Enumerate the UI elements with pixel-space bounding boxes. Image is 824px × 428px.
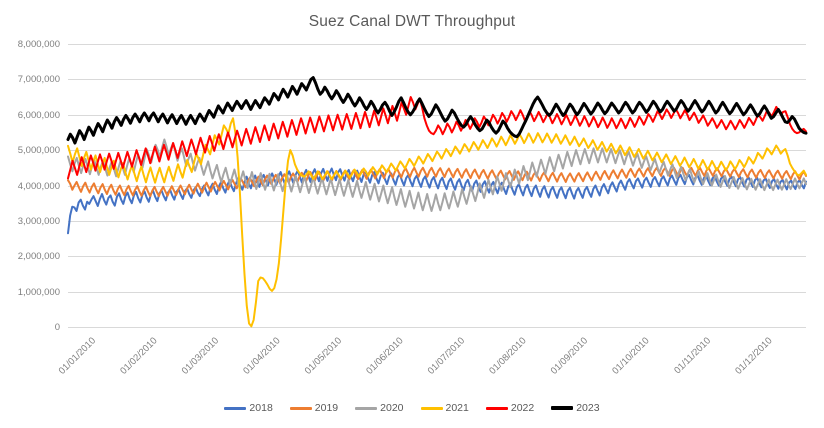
x-tick-label: 01/01/2010 xyxy=(57,335,98,376)
legend-label: 2018 xyxy=(249,402,273,414)
x-tick-label: 01/07/2010 xyxy=(426,335,467,376)
legend-item-2023[interactable]: 2023 xyxy=(551,402,600,414)
x-tick-label: 01/11/2010 xyxy=(672,335,713,376)
series-line-2018 xyxy=(67,167,807,235)
y-tick-label: 3,000,000 xyxy=(18,216,60,227)
legend-label: 2020 xyxy=(380,402,404,414)
legend-item-2022[interactable]: 2022 xyxy=(485,402,535,414)
data-series-group xyxy=(66,76,808,328)
x-tick-label: 01/06/2010 xyxy=(364,335,405,376)
legend-label: 2022 xyxy=(510,402,535,414)
chart-title: Suez Canal DWT Throughput xyxy=(308,13,516,30)
x-tick-label: 01/12/2010 xyxy=(733,335,774,376)
x-tick-label: 01/10/2010 xyxy=(610,335,651,376)
y-tick-label: 0 xyxy=(55,322,60,333)
series-line-2019 xyxy=(67,166,807,198)
x-tick-label: 01/03/2010 xyxy=(180,335,221,376)
chart-plot-area: 0 1,000,000 2,000,000 3,000,000 4,000,000 5,0… xyxy=(18,39,808,377)
legend-swatch-2022 xyxy=(485,406,508,410)
legend-label: 2019 xyxy=(314,402,339,414)
legend-swatch-2023 xyxy=(551,406,574,410)
legend-swatch-2019 xyxy=(289,406,312,410)
y-tick-label: 6,000,000 xyxy=(18,110,60,121)
x-tick-label: 01/08/2010 xyxy=(487,335,528,376)
series-line-2021 xyxy=(67,117,807,328)
y-tick-label: 2,000,000 xyxy=(18,251,60,262)
legend-swatch-2018 xyxy=(224,406,247,410)
y-tick-label: 7,000,000 xyxy=(18,74,60,85)
legend-label: 2021 xyxy=(445,402,469,414)
chart-legend: 2018 2019 2020 2021 2022 2023 xyxy=(0,402,824,414)
x-tick-label: 01/04/2010 xyxy=(241,335,282,376)
x-axis-tick-labels: 01/01/2010 01/02/2010 01/03/2010 01/04/2010… xyxy=(57,335,775,376)
y-tick-label: 1,000,000 xyxy=(18,287,60,298)
y-tick-label: 4,000,000 xyxy=(18,181,60,192)
legend-item-2018[interactable]: 2018 xyxy=(224,402,273,414)
legend-item-2021[interactable]: 2021 xyxy=(420,402,469,414)
series-line-2020 xyxy=(67,138,807,212)
legend-item-2019[interactable]: 2019 xyxy=(289,402,339,414)
x-tick-label: 01/05/2010 xyxy=(303,335,344,376)
legend-swatch-2021 xyxy=(420,406,443,410)
series-line-2023 xyxy=(66,76,808,145)
y-tick-label: 5,000,000 xyxy=(18,145,60,156)
y-axis-tick-labels: 0 1,000,000 2,000,000 3,000,000 4,000,000 5,0… xyxy=(18,39,60,333)
legend-item-2020[interactable]: 2020 xyxy=(355,402,404,414)
legend-label: 2023 xyxy=(576,402,600,414)
x-tick-label: 01/09/2010 xyxy=(549,335,590,376)
legend-swatch-2020 xyxy=(355,406,378,410)
series-line-2022 xyxy=(67,96,807,180)
y-tick-label: 8,000,000 xyxy=(18,39,60,50)
x-tick-label: 01/02/2010 xyxy=(118,335,159,376)
